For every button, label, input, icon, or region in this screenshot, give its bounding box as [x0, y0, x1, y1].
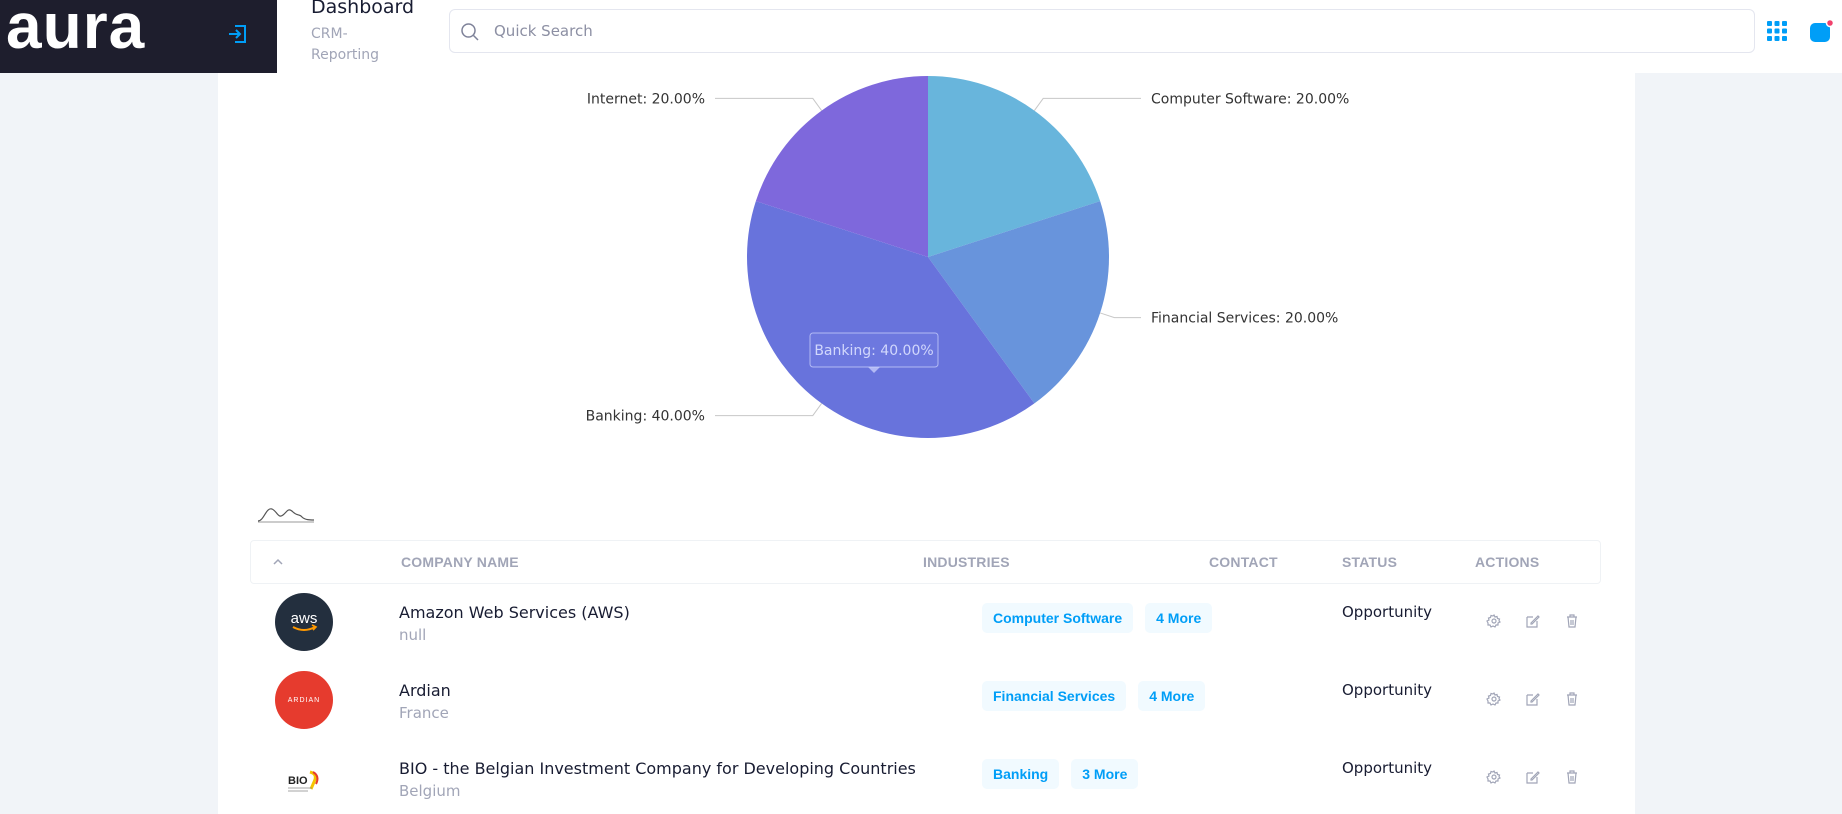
- more-industries-tag[interactable]: 4 More: [1138, 681, 1206, 711]
- ardian-logo-text: ARDIAN: [287, 696, 321, 704]
- chart-tooltip: Banking: 40.00%: [809, 332, 939, 373]
- industry-tag[interactable]: Computer Software: [982, 603, 1134, 633]
- pie-label-line: [715, 403, 823, 417]
- company-country: Belgium: [399, 782, 461, 800]
- company-logo-bio: BIO: [275, 749, 333, 807]
- tooltip-text: Banking: 40.00%: [814, 343, 933, 359]
- edit-icon[interactable]: [1525, 613, 1541, 629]
- pie-slice-computer-software[interactable]: [928, 76, 1101, 257]
- company-logo-aws: aws: [275, 593, 333, 651]
- table-row[interactable]: BIO BIO - the Belgian Investment Company…: [250, 747, 1601, 814]
- aws-logo-text: aws: [291, 610, 318, 627]
- settings-icon[interactable]: [1486, 769, 1502, 785]
- pie-slice-banking[interactable]: [746, 201, 1035, 439]
- page-title: Dashboard: [311, 0, 415, 18]
- column-header-company[interactable]: COMPANY NAME: [401, 554, 519, 570]
- breadcrumb[interactable]: CRM-Reporting: [311, 26, 380, 63]
- search-icon: [461, 23, 479, 41]
- table-row[interactable]: aws Amazon Web Services (AWS) null Compu…: [250, 591, 1601, 669]
- pie-label-line: [715, 97, 823, 111]
- pie-slice-internet[interactable]: [755, 76, 928, 257]
- pie-label: Internet: 20.00%: [587, 91, 705, 107]
- pie-label-line: [1099, 312, 1141, 319]
- status-text: Opportunity: [1342, 603, 1433, 621]
- pie-label-line: [1033, 97, 1141, 111]
- company-name[interactable]: Ardian: [399, 681, 451, 700]
- brand-panel: aura: [0, 0, 277, 73]
- bio-logo-text: BIO: [288, 775, 308, 787]
- company-country: null: [399, 626, 427, 644]
- column-header-actions: ACTIONS: [1475, 554, 1540, 570]
- pie-label: Financial Services: 20.00%: [1151, 311, 1338, 327]
- status-text: Opportunity: [1342, 681, 1433, 699]
- industry-pie-chart: Computer Software: 20.00% Financial Servi…: [586, 76, 1349, 439]
- more-industries-tag[interactable]: 3 More: [1071, 759, 1139, 789]
- column-header-status[interactable]: STATUS: [1342, 554, 1398, 570]
- industry-tag[interactable]: Financial Services: [982, 681, 1127, 711]
- table-header: COMPANY NAME INDUSTRIES CONTACT STATUS A…: [250, 540, 1601, 584]
- company-logo-ardian: ARDIAN: [275, 671, 333, 729]
- pie-slice-financial-services[interactable]: [928, 201, 1109, 404]
- column-header-contact[interactable]: CONTACT: [1209, 554, 1278, 570]
- pie-label: Computer Software: 20.00%: [1151, 91, 1349, 107]
- top-bar: Dashboard CRM-Reporting: [277, 0, 1842, 73]
- company-country: France: [399, 704, 449, 722]
- edit-icon[interactable]: [1525, 691, 1541, 707]
- apps-grid-icon[interactable]: [1767, 21, 1787, 41]
- industry-tag[interactable]: Banking: [982, 759, 1060, 789]
- trash-icon[interactable]: [1564, 613, 1580, 629]
- aura-logo: aura: [6, 0, 146, 62]
- settings-icon[interactable]: [1486, 613, 1502, 629]
- company-name[interactable]: Amazon Web Services (AWS): [399, 603, 630, 622]
- pie-label: Banking: 40.00%: [586, 409, 705, 425]
- trash-icon[interactable]: [1564, 769, 1580, 785]
- notification-icon[interactable]: [1809, 18, 1835, 44]
- sparkline-icon: [257, 508, 315, 523]
- more-industries-tag[interactable]: 4 More: [1145, 603, 1213, 633]
- settings-icon[interactable]: [1486, 691, 1502, 707]
- trash-icon[interactable]: [1564, 691, 1580, 707]
- search-input[interactable]: [494, 20, 1694, 42]
- column-header-industries[interactable]: INDUSTRIES: [923, 554, 1010, 570]
- edit-icon[interactable]: [1525, 769, 1541, 785]
- chevron-up-icon[interactable]: [271, 555, 285, 569]
- company-name[interactable]: BIO - the Belgian Investment Company for…: [399, 759, 916, 778]
- sign-in-icon[interactable]: [224, 20, 252, 48]
- table-row[interactable]: ARDIAN Ardian France Financial Services …: [250, 669, 1601, 747]
- quick-search[interactable]: [449, 9, 1755, 53]
- dashboard-card: Computer Software: 20.00% Financial Servi…: [218, 73, 1635, 814]
- status-text: Opportunity: [1342, 759, 1433, 777]
